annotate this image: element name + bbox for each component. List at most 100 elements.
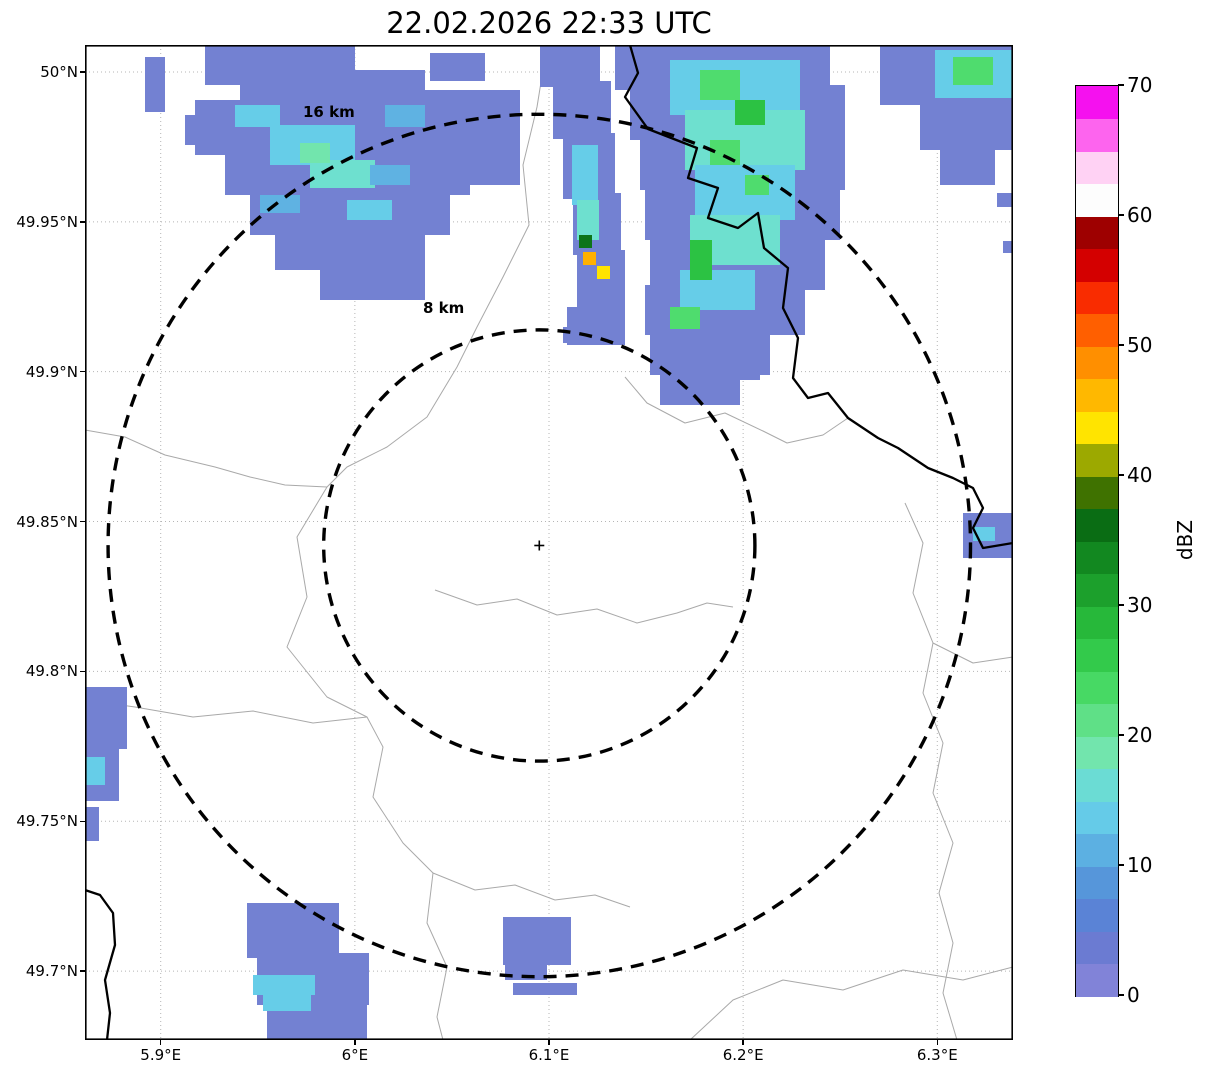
country-border-line: [85, 888, 117, 1040]
y-tick-mark: [80, 670, 85, 673]
radar-echo-cell: [953, 57, 993, 85]
river-boundary-line: [689, 966, 1013, 1040]
radar-echo-cell: [260, 195, 300, 213]
colorbar-segment: [1076, 833, 1118, 867]
river-boundary-line: [904, 502, 958, 1040]
colorbar-axis-label: dBZ: [1173, 519, 1197, 561]
x-tick-label: 6°E: [341, 1046, 369, 1064]
y-tick-mark: [80, 970, 85, 972]
radar-echo-cell: [583, 252, 596, 265]
radar-echo-cell: [540, 45, 600, 87]
river-boundary-line: [432, 872, 631, 908]
x-tick-mark: [936, 1040, 938, 1045]
colorbar-segment: [1076, 248, 1118, 282]
radar-echo-cell: [85, 807, 99, 841]
colorbar-segment: [1076, 151, 1118, 184]
radar-echo-cell: [370, 165, 410, 185]
radar-echo-cell: [430, 53, 485, 81]
colorbar-tick-mark: [1118, 864, 1124, 866]
radar-echo-cell: [920, 95, 1013, 150]
radar-echo-cell: [505, 960, 547, 980]
radar-echo-cell: [85, 757, 105, 785]
river-boundary-line: [286, 45, 548, 1040]
x-tick-label: 5.9°E: [140, 1046, 182, 1064]
radar-echo-cell: [247, 903, 339, 958]
river-boundary-line: [624, 376, 849, 444]
colorbar-segment: [1076, 411, 1118, 444]
radar-echo-cell: [553, 81, 611, 139]
radar-echo-cell: [572, 145, 598, 205]
radar-echo-cell: [145, 57, 165, 112]
radar-echo-cell: [385, 105, 425, 127]
colorbar-segment: [1076, 963, 1118, 997]
colorbar-segment: [1076, 606, 1118, 639]
colorbar-tick-mark: [1118, 214, 1124, 216]
colorbar-segment: [1076, 638, 1118, 672]
radar-echo-cell: [253, 975, 315, 995]
radar-echo-cell: [577, 200, 599, 240]
radar-map-plot: 16 km 8 km: [85, 45, 1013, 1040]
colorbar-segment: [1076, 671, 1118, 704]
colorbar-segment: [1076, 281, 1118, 314]
y-tick-label: 49.85°N: [16, 512, 78, 531]
river-boundary-line: [434, 589, 734, 624]
colorbar-tick-label: 40: [1127, 463, 1153, 487]
y-tick-label: 49.9°N: [25, 362, 78, 381]
y-tick-mark: [80, 820, 85, 822]
x-tick-mark: [160, 1040, 162, 1045]
y-tick-mark: [80, 221, 85, 223]
colorbar-segment: [1076, 801, 1118, 834]
colorbar-segment: [1076, 443, 1118, 477]
colorbar-segment: [1076, 476, 1118, 509]
y-tick-mark: [80, 370, 85, 373]
radar-echo-cell: [670, 307, 700, 329]
radar-echo-cell: [85, 687, 127, 749]
colorbar-segment: [1076, 118, 1118, 152]
y-tick-mark: [80, 520, 85, 523]
colorbar: [1075, 85, 1119, 997]
x-tick-mark: [742, 1040, 744, 1045]
radar-echo-cell: [435, 140, 520, 185]
colorbar-segment: [1076, 768, 1118, 802]
colorbar-segment: [1076, 866, 1118, 899]
colorbar-segment: [1076, 183, 1118, 217]
radar-echo-cell: [690, 240, 712, 280]
radar-echo-cell: [300, 143, 330, 163]
radar-echo-cell: [235, 105, 280, 127]
radar-echo-cell: [263, 995, 311, 1011]
x-tick-label: 6.1°E: [528, 1046, 570, 1064]
range-ring-8km: [321, 328, 757, 763]
radar-echo-cell: [997, 193, 1013, 207]
colorbar-segment: [1076, 898, 1118, 932]
y-tick-label: 49.7°N: [25, 962, 78, 981]
radar-echo-cell: [940, 145, 995, 185]
radar-echo-cell: [347, 200, 392, 220]
colorbar-segment: [1076, 378, 1118, 412]
y-tick-label: 49.75°N: [16, 812, 78, 831]
radar-echo-cell: [320, 260, 425, 300]
colorbar-tick-mark: [1118, 84, 1124, 86]
river-boundary-line: [85, 699, 368, 724]
colorbar-segment: [1076, 508, 1118, 542]
colorbar-tick-mark: [1118, 994, 1124, 996]
colorbar-tick-label: 50: [1127, 333, 1153, 357]
radar-echo-cell: [735, 100, 765, 125]
x-tick-mark: [548, 1040, 550, 1045]
y-tick-label: 49.8°N: [25, 662, 78, 681]
radar-map-canvas: 16 km 8 km: [85, 45, 1013, 1040]
radar-echo-cell: [745, 175, 769, 195]
y-tick-label: 50°N: [40, 62, 78, 81]
radar-echo-cell: [503, 917, 571, 965]
river-boundary-line: [932, 642, 1013, 664]
colorbar-segment: [1076, 346, 1118, 379]
colorbar-segment: [1076, 703, 1118, 737]
colorbar-tick-mark: [1118, 604, 1124, 606]
colorbar-tick-label: 20: [1127, 723, 1153, 747]
colorbar-tick-mark: [1118, 474, 1124, 476]
colorbar-tick-label: 70: [1127, 73, 1153, 97]
colorbar-segment: [1076, 216, 1118, 249]
radar-echo-cell: [1003, 241, 1013, 253]
x-tick-label: 6.3°E: [916, 1046, 958, 1064]
colorbar-tick-label: 60: [1127, 203, 1153, 227]
